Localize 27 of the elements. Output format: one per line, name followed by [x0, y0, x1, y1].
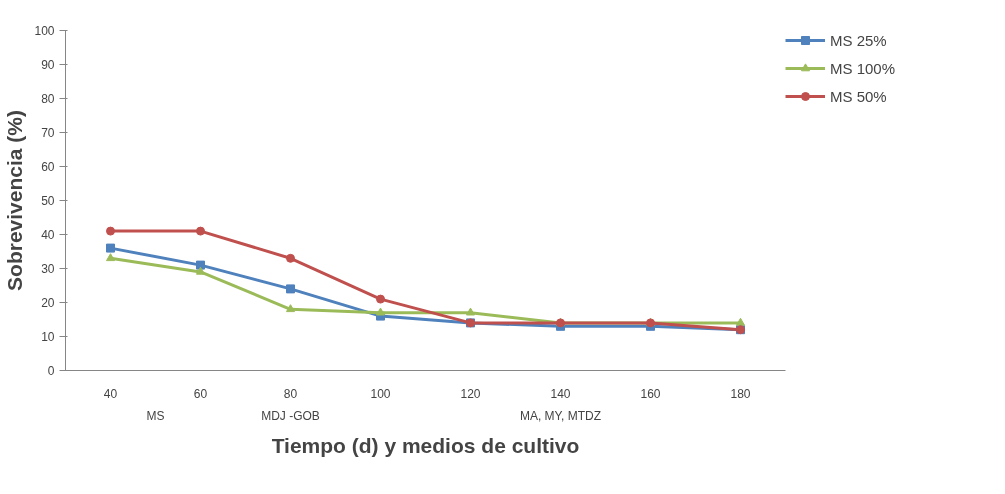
y-tick-label: 50 — [41, 194, 55, 208]
legend-label: MS 100% — [830, 59, 896, 77]
y-tick-label: 0 — [47, 364, 55, 378]
x-tick-label: 40 — [103, 386, 118, 401]
x-tick-label: 160 — [640, 386, 661, 401]
y-tick-label: 90 — [41, 58, 55, 72]
x-axis-title: Tiempo (d) y medios de cultivo — [271, 433, 580, 457]
x-tick-label: 60 — [193, 386, 208, 401]
y-tick-label: 100 — [34, 24, 55, 38]
x-tick-label: 80 — [283, 386, 298, 401]
text: MA, MY, MTDZ — [519, 408, 602, 423]
legend-label: MS 50% — [830, 87, 887, 105]
y-tick-label: 40 — [41, 228, 55, 242]
x-tick-label: 180 — [730, 386, 751, 401]
y-tick-label: 60 — [41, 160, 55, 174]
x-tick-label: 140 — [550, 386, 571, 401]
y-axis-title: Sobrevivencia (%) — [3, 110, 27, 291]
y-tick-label: 20 — [41, 296, 55, 310]
y-tick-label: 70 — [41, 126, 55, 140]
x-tick-label: 120 — [460, 386, 481, 401]
y-tick-label: 30 — [41, 262, 55, 276]
y-tick-label: 10 — [41, 330, 55, 344]
y-tick-label: 80 — [41, 92, 55, 106]
legend-label: MS 25% — [830, 31, 887, 49]
text: MS — [146, 408, 165, 423]
x-tick-label: 100 — [370, 386, 391, 401]
text: MDJ -GOB — [261, 408, 320, 423]
